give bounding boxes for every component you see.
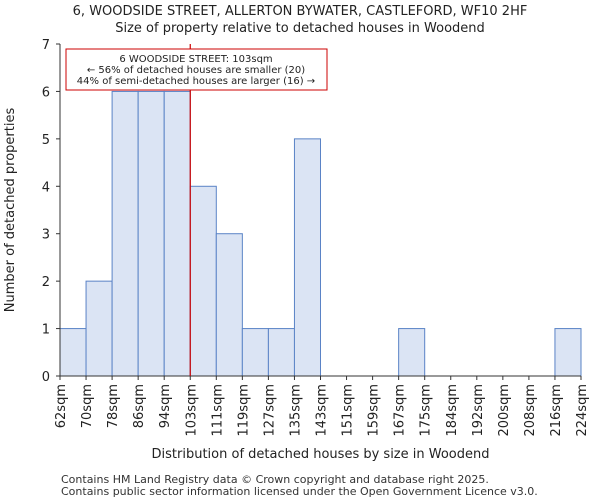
annotation-box [65,48,328,91]
y-tick-label-0: 0 [42,370,50,385]
x-tick-label-127sqm: 127sqm [262,384,277,437]
x-tick-label-86sqm: 86sqm [132,384,147,428]
x-tick-label-119sqm: 119sqm [236,384,251,437]
bar-86sqm [137,90,165,377]
x-tick-label-143sqm: 143sqm [315,384,330,437]
chart-title: 6, WOODSIDE STREET, ALLERTON BYWATER, CA… [72,4,528,19]
x-tick-label-208sqm: 208sqm [523,384,538,437]
y-axis-title: Number of detached properties [3,108,18,313]
y-tick-label-1: 1 [42,323,50,338]
x-tick-label-159sqm: 159sqm [367,384,382,437]
x-tick-label-192sqm: 192sqm [471,384,486,437]
bar-127sqm [267,328,295,377]
y-tick-label-3: 3 [42,228,50,243]
x-tick-label-103sqm: 103sqm [184,384,199,437]
bar-94sqm [163,90,191,377]
annotation-line-2: ← 56% of detached houses are smaller (20… [87,65,305,76]
x-tick-label-135sqm: 135sqm [288,384,303,437]
x-tick-label-167sqm: 167sqm [393,384,408,437]
bar-70sqm [85,280,113,377]
x-tick-label-200sqm: 200sqm [497,384,512,437]
x-tick-label-111sqm: 111sqm [210,384,225,437]
y-tick-label-4: 4 [42,180,50,195]
bar-103sqm [189,185,217,377]
x-tick-label-175sqm: 175sqm [419,384,434,437]
x-axis-title: Distribution of detached houses by size … [152,447,490,462]
bar-167sqm [398,328,426,377]
x-tick-label-184sqm: 184sqm [445,384,460,437]
annotation-line-3: 44% of semi-detached houses are larger (… [77,76,315,87]
y-tick-label-5: 5 [42,133,50,148]
y-tick-label-6: 6 [42,85,50,100]
y-tick-label-2: 2 [42,275,50,290]
bar-119sqm [241,328,269,377]
x-tick-label-224sqm: 224sqm [575,384,590,437]
x-tick-label-94sqm: 94sqm [158,384,173,428]
histogram-chart: 0 1 2 3 4 5 6 7 62sqm 70sqm 78sqm 86sqm 94sqm 103sqm 1… [3,38,590,462]
footer-line-2: Contains public sector information licen… [61,485,538,498]
bar-62sqm [59,328,87,377]
x-tick-label-62sqm: 62sqm [54,384,69,428]
x-tick-label-216sqm: 216sqm [549,384,564,437]
footer-line-1: Contains HM Land Registry data © Crown c… [61,473,489,486]
chart-subtitle: Size of property relative to detached ho… [115,21,485,36]
bar-111sqm [215,233,243,377]
x-tick-label-70sqm: 70sqm [80,384,95,428]
bar-78sqm [111,90,139,377]
bar-216sqm [554,328,582,377]
bar-135sqm [293,138,322,377]
x-tick-label-151sqm: 151sqm [341,384,356,437]
x-tick-label-78sqm: 78sqm [106,384,121,428]
annotation-line-1: 6 WOODSIDE STREET: 103sqm [119,54,272,65]
y-tick-label-7: 7 [42,38,50,53]
